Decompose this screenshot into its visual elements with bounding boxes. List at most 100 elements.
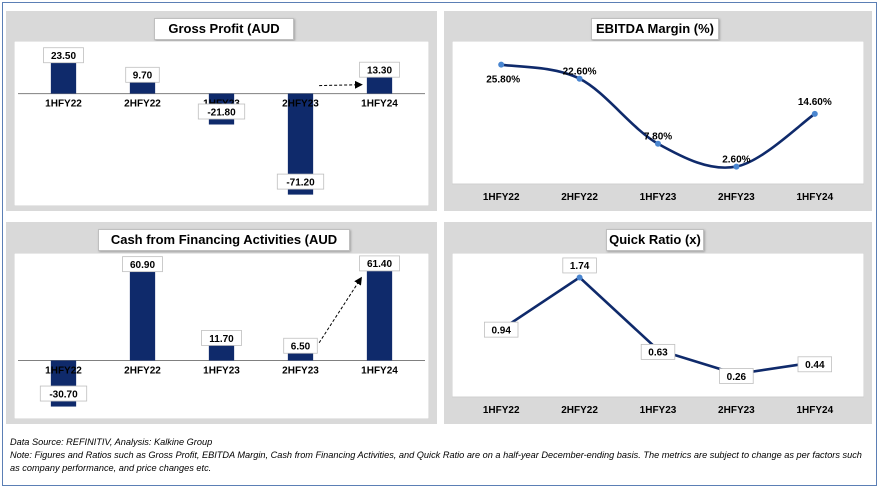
x-tick-2HFY22: 2HFY22 xyxy=(124,366,161,377)
data-label-1HFY22: -30.70 xyxy=(39,385,88,402)
x-tick-1HFY23: 1HFY23 xyxy=(640,405,677,416)
data-label-2HFY23: -71.20 xyxy=(276,173,325,190)
data-label-1HFY24-box xyxy=(797,356,832,373)
data-label-1HFY22-text: 0.94 xyxy=(491,325,511,336)
data-label-1HFY22-text: 23.50 xyxy=(51,51,76,62)
data-label-1HFY23: 11.70 xyxy=(201,330,242,346)
x-tick-2HFY22: 2HFY22 xyxy=(561,192,598,203)
gross-profit-title: Gross Profit (AUD mn) xyxy=(154,18,294,56)
gross-profit-chart: 1HFY2223.502HFY229.701HFY23-21.802HFY23-… xyxy=(14,41,429,206)
plot-area xyxy=(452,253,864,398)
gross-profit-panel: Gross Profit (AUD mn) 1HFY22 23.50 2HFY22 9… xyxy=(6,11,437,211)
bar-1HFY22 xyxy=(50,60,77,94)
data-label-1HFY23: 0.63 xyxy=(640,343,676,360)
bar-2HFY22 xyxy=(129,79,156,94)
bar-1HFY24 xyxy=(366,74,393,94)
data-label-1HFY23-box xyxy=(640,343,676,360)
data-label-1HFY24-box xyxy=(359,61,400,78)
data-label-2HFY22-box xyxy=(125,66,160,83)
marker-2HFY22 xyxy=(576,274,583,281)
footer: Data Source: REFINITIV, Analysis: Kalkin… xyxy=(10,436,872,475)
data-label-1HFY24: 61.40 xyxy=(359,255,400,272)
x-tick-1HFY23: 1HFY23 xyxy=(203,366,240,377)
bar-2HFY22 xyxy=(129,269,156,361)
x-tick-2HFY22: 2HFY22 xyxy=(561,405,598,416)
x-tick-1HFY22: 1HFY22 xyxy=(45,99,82,110)
x-tick-2HFY23: 2HFY23 xyxy=(718,405,755,416)
data-label-1HFY22-box xyxy=(43,47,84,64)
ebitda-margin-panel: EBITDA Margin (%) 1HFY22 25.80% 2HFY22 22.6… xyxy=(444,11,872,211)
data-label-1HFY23: 7.80% xyxy=(644,132,672,143)
data-label-1HFY24: 13.30 xyxy=(359,61,400,78)
x-tick-1HFY24: 1HFY24 xyxy=(361,99,398,110)
data-label-1HFY23: -21.80 xyxy=(197,103,246,120)
quick-ratio-panel: Quick Ratio (x) 1HFY22 0.94 2HFY22 1.74 1HFY… xyxy=(444,222,872,424)
x-tick-1HFY22: 1HFY22 xyxy=(45,366,82,377)
bar-1HFY24 xyxy=(366,268,393,361)
data-label-1HFY23-box xyxy=(197,103,246,120)
data-label-2HFY23: 2.60% xyxy=(722,155,750,166)
x-tick-1HFY24: 1HFY24 xyxy=(796,405,833,416)
data-label-1HFY22-text: -30.70 xyxy=(49,389,78,400)
data-label-2HFY22-text: 60.90 xyxy=(130,260,155,271)
data-label-1HFY24-text: 61.40 xyxy=(367,259,392,270)
data-label-2HFY23-text: 6.50 xyxy=(291,342,311,353)
marker-1HFY22 xyxy=(498,61,505,68)
quick-ratio-title: Quick Ratio (x) xyxy=(606,229,704,251)
data-label-2HFY23: 6.50 xyxy=(283,337,318,354)
data-label-1HFY22: 23.50 xyxy=(43,47,84,64)
data-label-2HFY22-box xyxy=(562,257,597,274)
data-label-1HFY24-box xyxy=(359,255,400,272)
data-label-2HFY22-text: 9.70 xyxy=(133,71,153,82)
data-label-1HFY23-text: 0.63 xyxy=(648,348,668,359)
trend-arrow xyxy=(318,276,362,344)
data-label-1HFY24: 0.44 xyxy=(797,356,832,373)
data-label-1HFY23-box xyxy=(201,330,242,346)
data-label-2HFY23: 0.26 xyxy=(719,368,754,384)
data-label-1HFY23-text: -21.80 xyxy=(207,107,236,118)
x-tick-1HFY22: 1HFY22 xyxy=(483,192,520,203)
marker-1HFY24 xyxy=(811,110,818,117)
data-label-2HFY23-text: 0.26 xyxy=(727,372,747,383)
data-label-1HFY22: 25.80% xyxy=(486,75,520,86)
data-label-2HFY22: 60.90 xyxy=(122,256,163,273)
ebitda-margin-chart: 1HFY22 25.80% 2HFY22 22.60% 1HFY23 7.80% 2HFY2… xyxy=(452,41,864,203)
x-tick-1HFY24: 1HFY24 xyxy=(796,192,833,203)
x-tick-2HFY22: 2HFY22 xyxy=(124,99,161,110)
data-label-1HFY22-box xyxy=(39,385,88,402)
data-label-1HFY24-text: 13.30 xyxy=(367,65,392,76)
data-label-2HFY23-box xyxy=(283,337,318,354)
trend-arrow xyxy=(319,80,363,89)
data-label-1HFY24: 14.60% xyxy=(798,97,832,108)
data-label-1HFY22: 0.94 xyxy=(484,321,519,338)
x-tick-2HFY23: 2HFY23 xyxy=(282,99,319,110)
data-source-text: Data Source: REFINITIV, Analysis: Kalkin… xyxy=(10,437,213,447)
data-label-1HFY24-text: 0.44 xyxy=(805,360,825,371)
note-text: Note: Figures and Ratios such as Gross P… xyxy=(10,450,862,473)
cash-financing-chart: 1HFY22 -30.70 2HFY22 60.90 1HFY23 11.70 2HFY23… xyxy=(14,253,429,419)
marker-1HFY23 xyxy=(655,140,661,147)
bar-2HFY23 xyxy=(287,350,314,361)
marker-2HFY22 xyxy=(576,75,583,82)
data-label-1HFY22-box xyxy=(484,321,519,338)
cash-financing-title: Cash from Financing Activities (AUD mn) xyxy=(98,229,350,267)
quick-ratio-chart: 1HFY22 0.94 2HFY22 1.74 1HFY23 0.63 2HFY23 0.26… xyxy=(452,253,864,416)
data-label-1HFY23-text: 11.70 xyxy=(209,334,234,345)
data-label-2HFY23-box xyxy=(276,173,325,190)
x-tick-2HFY23: 2HFY23 xyxy=(282,366,319,377)
data-label-2HFY22: 1.74 xyxy=(562,257,597,274)
plot-area xyxy=(452,41,864,185)
x-tick-2HFY23: 2HFY23 xyxy=(718,192,755,203)
x-tick-1HFY24: 1HFY24 xyxy=(361,366,398,377)
cash-financing-panel: Cash from Financing Activities (AUD mn) … xyxy=(6,222,437,424)
data-label-2HFY22-box xyxy=(122,256,163,273)
x-tick-1HFY23: 1HFY23 xyxy=(640,192,677,203)
data-label-2HFY22: 9.70 xyxy=(125,66,160,83)
data-label-2HFY22: 22.60% xyxy=(563,67,597,78)
data-label-2HFY23-text: -71.20 xyxy=(286,177,315,188)
ebitda-margin-title: EBITDA Margin (%) xyxy=(591,18,719,40)
bar-1HFY23 xyxy=(208,342,235,361)
data-label-2HFY23-box xyxy=(719,368,754,384)
data-label-2HFY22-text: 1.74 xyxy=(570,261,590,272)
marker-2HFY23 xyxy=(733,163,740,170)
